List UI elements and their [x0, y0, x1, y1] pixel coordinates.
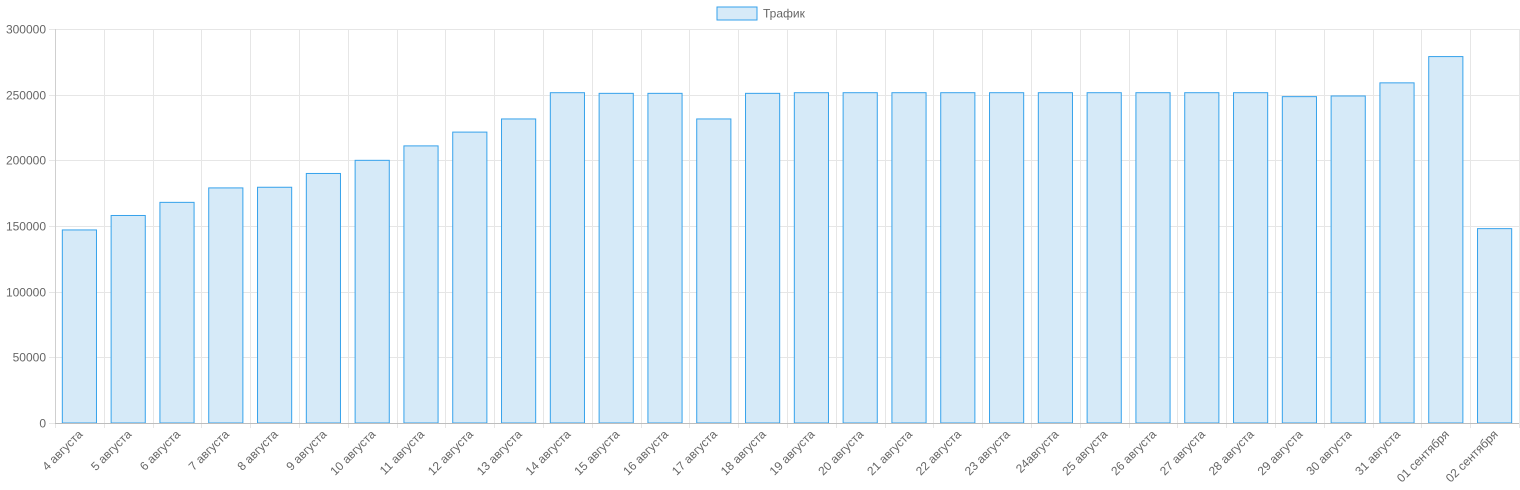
bar: [842, 92, 878, 424]
y-tick-label: 150000: [6, 220, 46, 234]
bar: [403, 145, 439, 424]
x-tick-label: 27 августа: [1157, 427, 1208, 478]
bar: [598, 92, 634, 424]
bar: [208, 187, 244, 424]
y-tick-label: 200000: [6, 154, 46, 168]
legend-swatch: [716, 6, 758, 21]
bar: [1477, 228, 1513, 424]
x-tick-label: 17 августа: [669, 427, 720, 478]
bar: [1086, 92, 1122, 424]
bar: [1233, 92, 1269, 424]
x-tick-label: 12 августа: [425, 427, 476, 478]
x-tick-label: 11 августа: [377, 427, 428, 478]
bar: [61, 229, 97, 424]
bar: [745, 92, 781, 424]
x-tick-label: 28 августа: [1206, 427, 1257, 478]
x-tick-label: 30 августа: [1303, 427, 1354, 478]
y-tick-label: 100000: [6, 286, 46, 300]
x-tick-label: 14 августа: [523, 427, 574, 478]
y-tick-label: 300000: [6, 23, 46, 37]
x-tick-label: 4 августа: [39, 427, 85, 473]
bar: [549, 92, 585, 424]
bar: [1428, 56, 1464, 424]
bar: [1330, 95, 1366, 424]
x-tick-label: 02 сентября: [1443, 427, 1501, 485]
bar: [989, 92, 1025, 424]
x-tick-label: 20 августа: [815, 427, 866, 478]
x-tick-label: 22 августа: [913, 427, 964, 478]
bar: [452, 131, 488, 424]
x-tick-label: 9 августа: [283, 427, 329, 473]
x-tick-label: 6 августа: [137, 427, 183, 473]
x-tick-label: 13 августа: [474, 427, 525, 478]
y-tick-label: 250000: [6, 89, 46, 103]
x-tick-label: 16 августа: [620, 427, 671, 478]
bar: [891, 92, 927, 424]
bar: [354, 159, 390, 424]
y-tick-label: 50000: [13, 351, 47, 365]
bar: [1379, 82, 1415, 424]
bars: [61, 56, 1513, 424]
bar: [1281, 96, 1317, 424]
bar: [501, 118, 537, 424]
x-tick-label: 21 августа: [864, 427, 915, 478]
x-tick-label: 5 августа: [88, 427, 134, 473]
bar: [110, 214, 146, 424]
legend[interactable]: Трафик: [716, 6, 806, 21]
x-tick-label: 19 августа: [767, 427, 818, 478]
x-tick-label: 15 августа: [571, 427, 622, 478]
bar: [1135, 92, 1171, 424]
bar: [257, 186, 293, 424]
bar: [159, 201, 195, 424]
bar: [940, 92, 976, 424]
x-tick-label: 31 августа: [1352, 427, 1403, 478]
x-tick-label: 26 августа: [1108, 427, 1159, 478]
bar: [647, 92, 683, 424]
bar: [1184, 92, 1220, 424]
x-tick-label: 10 августа: [327, 427, 378, 478]
x-tick-label: 25 августа: [1059, 427, 1110, 478]
x-tick-label: 24августа: [1013, 427, 1062, 476]
y-tick-label: 0: [39, 417, 46, 431]
legend-label: Трафик: [763, 7, 806, 21]
x-tick-label: 23 августа: [962, 427, 1013, 478]
bar: [696, 118, 732, 424]
x-tick-label: 7 августа: [186, 427, 232, 473]
bar: [1037, 92, 1073, 424]
bar: [305, 172, 341, 424]
x-tick-label: 8 августа: [235, 427, 281, 473]
bar: [793, 92, 829, 424]
x-tick-label: 18 августа: [718, 427, 769, 478]
x-tick-label: 29 августа: [1255, 427, 1306, 478]
